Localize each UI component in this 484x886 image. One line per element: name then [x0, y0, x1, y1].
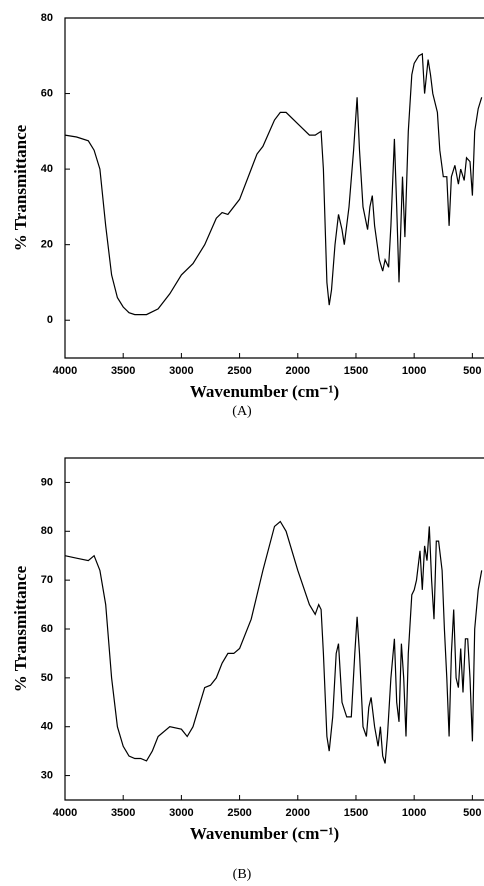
y-tick-label: 20: [41, 239, 53, 251]
y-tick-label: 80: [41, 12, 53, 24]
y-tick-label: 30: [41, 769, 53, 781]
x-tick-label: 1000: [402, 807, 426, 819]
x-tick-label: 3500: [111, 365, 135, 377]
y-tick-label: 60: [41, 87, 53, 99]
y-tick-label: 40: [41, 163, 53, 175]
y-axis-label: % Transmittance: [11, 565, 30, 692]
y-tick-label: 0: [47, 314, 53, 326]
spectrum-line: [64, 520, 483, 764]
x-tick-label: 2000: [286, 365, 310, 377]
x-tick-label: 500: [463, 365, 481, 377]
x-tick-label: 2500: [227, 365, 251, 377]
x-tick-label: 1500: [344, 365, 368, 377]
spectrum-line: [64, 52, 483, 316]
x-tick-label: 3000: [169, 807, 193, 819]
y-tick-label: 70: [41, 574, 53, 586]
y-axis-label: % Transmittance: [11, 124, 30, 251]
y-tick-label: 40: [41, 721, 53, 733]
x-tick-label: 4000: [53, 807, 77, 819]
x-axis-label: Wavenumber (cm⁻¹): [190, 382, 339, 401]
axis-frame: [64, 17, 484, 359]
y-tick-label: 80: [41, 525, 53, 537]
x-axis-label: Wavenumber (cm⁻¹): [190, 824, 339, 843]
panel-caption: (B): [233, 867, 252, 882]
axis-frame: [64, 457, 484, 801]
x-tick-label: 1500: [344, 807, 368, 819]
y-tick-label: 50: [41, 672, 53, 684]
x-tick-label: 4000: [53, 365, 77, 377]
x-tick-label: 3500: [111, 807, 135, 819]
x-tick-label: 1000: [402, 365, 426, 377]
y-tick-label: 90: [41, 476, 53, 488]
x-tick-label: 3000: [169, 365, 193, 377]
x-tick-label: 2000: [286, 807, 310, 819]
x-tick-label: 500: [463, 807, 481, 819]
panel-caption: (A): [232, 404, 252, 419]
x-tick-label: 2500: [227, 807, 251, 819]
y-tick-label: 60: [41, 623, 53, 635]
